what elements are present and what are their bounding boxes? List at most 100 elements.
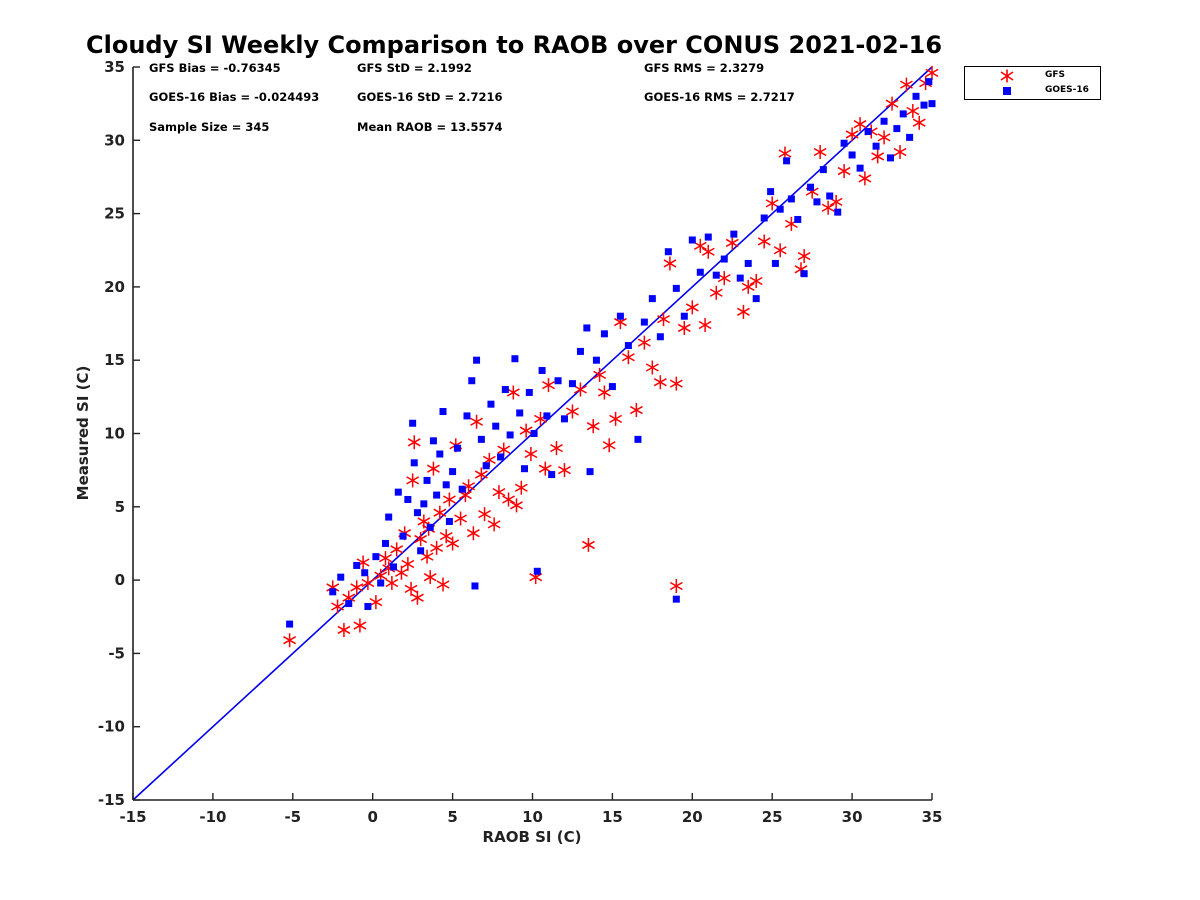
goes-16-point: [413, 509, 421, 517]
goes-16-point: [834, 208, 842, 216]
gfs-point: [423, 570, 437, 585]
goes-16-point: [826, 192, 834, 200]
gfs-point: [385, 576, 399, 591]
square-marker-icon: [1003, 87, 1011, 95]
x-tick-label: 5: [447, 808, 457, 826]
goes-16-point: [404, 495, 412, 503]
gfs-point: [550, 441, 563, 456]
goes-16-point: [600, 330, 608, 338]
goes-16-point: [453, 444, 461, 452]
goes-16-point: [458, 485, 466, 493]
y-tick-label: 30: [104, 131, 125, 149]
goes-16-point: [497, 453, 505, 461]
goes-16-point: [429, 437, 437, 445]
gfs-point: [621, 350, 635, 365]
gfs-point: [725, 235, 739, 250]
goes-16-point: [634, 435, 642, 443]
y-tick-label: 5: [115, 498, 125, 516]
goes-16-point: [442, 481, 450, 489]
stat-gfs-rms: GFS RMS = 2.3279: [644, 61, 765, 75]
goes-16-point: [848, 151, 856, 159]
goes-16-point: [925, 78, 933, 86]
gfs-point: [717, 271, 731, 286]
gfs-point: [685, 300, 699, 315]
gfs-point: [466, 526, 480, 541]
goes-16-point: [899, 110, 907, 118]
gfs-point: [821, 200, 835, 215]
goes-16-point: [680, 312, 688, 320]
gfs-point: [390, 542, 404, 557]
goes-16-point: [752, 295, 760, 303]
goes-16-point: [449, 468, 457, 476]
gfs-point: [558, 463, 571, 478]
x-tick-label: 35: [922, 808, 943, 826]
gfs-point: [361, 576, 375, 591]
gfs-point: [574, 382, 587, 397]
gfs-point: [693, 238, 707, 253]
gfs-point: [420, 549, 434, 564]
gfs-point: [829, 194, 843, 209]
gfs-point: [510, 498, 523, 513]
goes-16-point: [426, 523, 434, 531]
chart-title: Cloudy SI Weekly Comparison to RAOB over…: [86, 31, 943, 59]
gfs-point: [653, 375, 667, 390]
legend-entry-gfs: GFS: [965, 69, 1100, 83]
y-tick-label: 25: [104, 205, 125, 223]
gfs-point: [912, 115, 926, 130]
goes-16-point: [530, 430, 538, 437]
gfs-point: [899, 77, 913, 92]
gfs-point: [439, 529, 453, 544]
goes-16-point: [345, 600, 353, 608]
gfs-point: [581, 537, 595, 552]
goes-16-point: [538, 366, 546, 374]
gfs-point: [669, 376, 683, 391]
gfs-point: [436, 577, 450, 592]
series-gfs: [283, 65, 939, 648]
goes-16-point: [672, 284, 680, 292]
x-tick-label: -10: [199, 808, 226, 826]
goes-16-point: [576, 347, 584, 355]
gfs-point: [404, 581, 418, 596]
goes-16-point: [468, 377, 476, 385]
goes-16-point: [394, 488, 402, 496]
gfs-point: [433, 505, 447, 520]
goes-16-point: [906, 133, 914, 141]
gfs-point: [519, 423, 533, 438]
gfs-point: [858, 171, 872, 186]
goes-16-point: [776, 205, 784, 213]
goes-16-point: [501, 386, 509, 394]
goes-16-point: [608, 383, 616, 391]
goes-16-point: [872, 142, 880, 150]
goes-16-point: [525, 388, 533, 396]
gfs-point: [669, 578, 683, 593]
goes-16-point: [856, 164, 864, 172]
y-tick-label: -15: [98, 791, 125, 809]
goes-16-point: [864, 128, 872, 136]
goes-16-point: [771, 259, 779, 267]
y-tick-label: -5: [108, 644, 125, 662]
gfs-point: [645, 360, 659, 375]
goes-16-point: [912, 92, 920, 100]
goes-16-point: [399, 532, 407, 540]
goes-16-point: [445, 517, 453, 525]
gfs-point: [773, 243, 787, 258]
y-axis-label: Measured SI (C): [74, 366, 92, 501]
gfs-point: [701, 244, 715, 259]
gfs-point: [566, 404, 579, 419]
goes-16-point: [616, 312, 624, 320]
goes-16-point: [704, 233, 712, 241]
goes-16-point: [880, 117, 888, 125]
gfs-point: [442, 492, 456, 507]
gfs-point: [736, 304, 750, 319]
gfs-point: [407, 435, 421, 450]
gfs-point: [454, 511, 468, 526]
stat-goes-std: GOES-16 StD = 2.7216: [357, 90, 503, 104]
gfs-point: [426, 461, 440, 476]
data-points-layer: [283, 65, 939, 648]
gfs-point: [538, 461, 552, 476]
goes-16-point: [656, 333, 664, 341]
goes-16-point: [548, 471, 556, 479]
goes-16-point: [624, 342, 632, 350]
x-tick-label: 10: [522, 808, 543, 826]
